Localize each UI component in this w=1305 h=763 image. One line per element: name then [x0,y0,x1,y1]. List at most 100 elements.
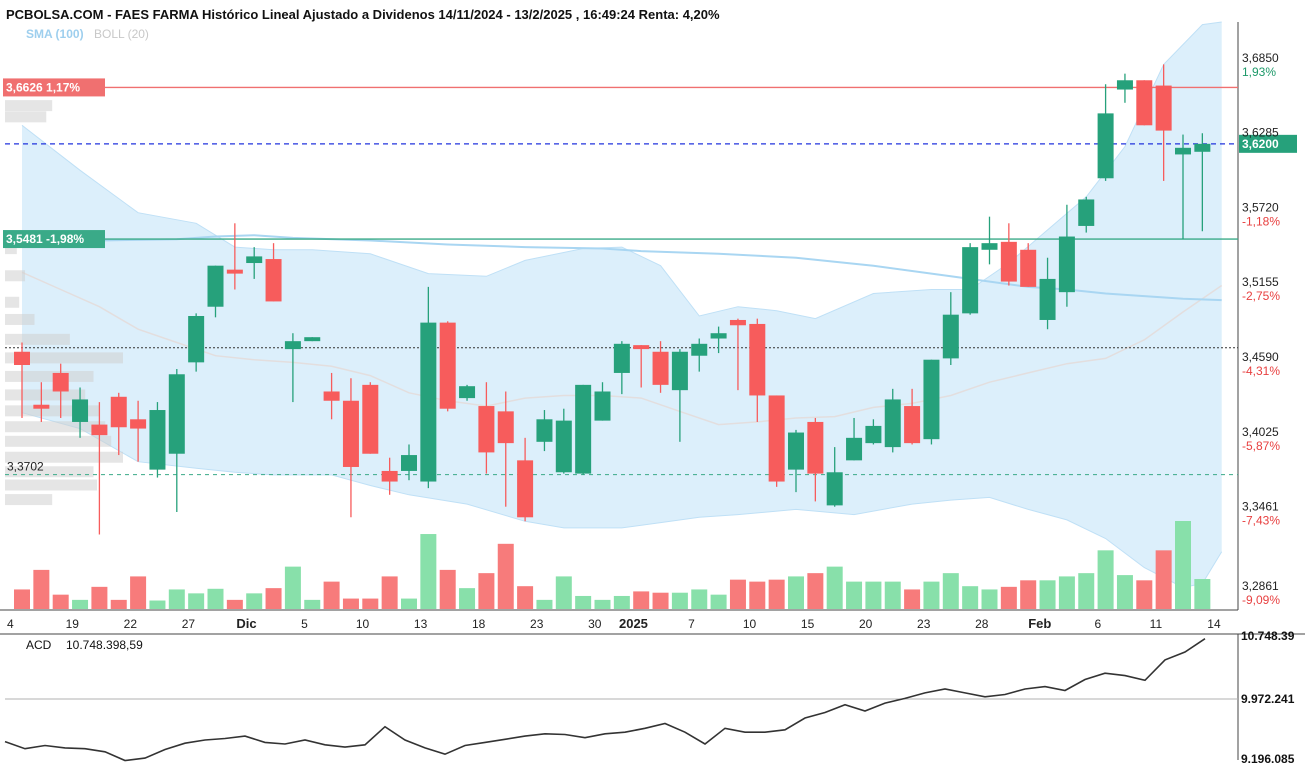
volume-bar [884,581,901,609]
volume-bar [1020,580,1037,609]
volume-bar [342,598,359,609]
volume-bar [788,576,804,609]
volume-bar [459,588,476,609]
acd-line [4,638,1206,762]
candle-body [323,391,340,401]
candle-body [1155,85,1172,131]
candle-body [555,420,572,473]
resistance-label: 3,6626 1,17% [6,80,80,94]
candle-body [652,351,669,385]
volume-bar [962,586,979,609]
legend-sma: SMA (100) [26,27,84,41]
volume-bar [749,581,766,609]
time-tick-label: Feb [1028,616,1051,631]
time-tick-label: 23 [530,617,544,631]
last-price-label: 3,6200 [1242,137,1279,151]
candle-body [749,323,766,396]
bollinger-lower [21,412,1223,589]
volume-profile-bar [5,435,112,447]
candle-body [536,419,553,442]
volume-profile-bar [5,313,35,325]
candle-body [846,437,863,461]
acd-value: 10.748.398,59 [66,638,143,652]
volume-bar [323,581,340,609]
candle-body [188,316,205,363]
time-tick-label: 2025 [619,616,648,631]
volume-bar [575,595,592,609]
volume-bar [420,534,437,609]
bollinger-mid [21,271,1223,426]
time-tick-label: 27 [182,617,196,631]
volume-bar [1000,586,1017,609]
resistance-tag [3,78,105,97]
candle-body [1116,80,1133,90]
volume-profile-bar [5,370,94,382]
chart-title: PCBOLSA.COM - FAES FARMA Histórico Linea… [6,7,720,22]
candle-body [33,404,50,409]
volume-profile-bar [5,421,106,433]
volume-bar [555,576,572,609]
time-tick-label: 18 [472,617,486,631]
volume-bar [52,594,69,609]
candle-body [478,406,495,453]
candle-body [420,322,437,482]
candle-body [633,345,650,350]
volume-bar [188,593,205,609]
support-label: 3,5481 -1,98% [6,232,84,246]
time-tick-label: 14 [1207,617,1221,631]
volume-bar [594,599,611,609]
volume-bar [381,576,398,609]
volume-bar [729,579,746,609]
candle-body [1058,236,1075,293]
candle-body [72,399,89,422]
volume-bar [1175,521,1191,609]
time-tick-label: 23 [917,617,931,631]
bollinger-band [22,22,1222,588]
time-tick-label: 6 [1095,617,1102,631]
volume-bar [1194,579,1211,609]
volume-bar [923,581,940,609]
sma-line [21,234,1222,302]
percent-tick-label: -1,18% [1242,214,1280,228]
candle-body [168,374,185,454]
volume-bar [226,599,243,609]
percent-tick-label: -7,43% [1242,514,1280,528]
volume-bar [671,592,688,609]
volume-bar [110,599,127,609]
acd-label: ACD [26,638,52,652]
volume-profile-bar [5,451,123,463]
volume-profile-bar [5,296,20,308]
volume-profile-bar [5,111,47,123]
volume-bar [846,581,863,609]
volume-bar [710,594,727,609]
candle-body [710,333,727,339]
volume-bar [652,592,669,609]
last-price-tag [1239,134,1297,153]
price-tick-label: 3,2861 [1242,579,1279,593]
volume-bar [304,599,321,609]
price-tick-label: 3,5720 [1242,200,1279,214]
volume-bar [1116,575,1133,609]
support-tag [3,230,105,249]
candle-body [226,269,243,274]
candle-body [246,256,263,264]
volume-bar [1078,573,1095,609]
volume-bar [246,593,263,609]
candle-body [1097,113,1114,179]
time-tick-label: 4 [7,617,14,631]
candle-body [826,472,843,506]
volume-bar [265,588,282,609]
time-tick-label: 19 [66,617,80,631]
candle-body [401,455,417,471]
candle-body [362,384,379,454]
volume-profile-bar [5,270,26,282]
volume-profile-bar [5,494,53,506]
time-tick-label: 10 [356,617,370,631]
candle-body [788,432,804,470]
volume-bar [1155,550,1172,609]
volume-bar [168,589,185,609]
candle-body [613,343,630,373]
candle-body [304,337,321,342]
time-tick-label: 10 [743,617,757,631]
